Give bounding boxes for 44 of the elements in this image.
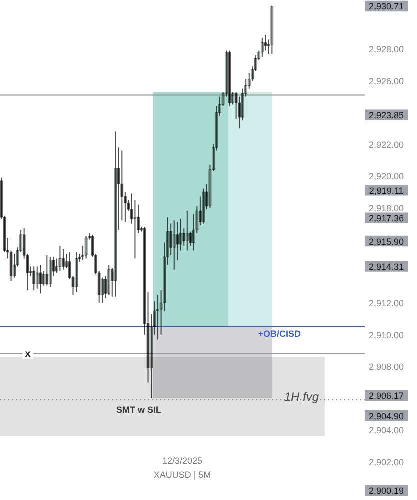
band-label: 1H fvg [284,390,320,404]
candlestick [84,236,88,260]
candlestick [39,264,42,294]
y-tick-label: 2,912.00 [368,298,404,309]
candlestick [261,38,264,58]
y2-tick-label: 2,930.71 [368,2,404,12]
y2-tick-label: 2,923.85 [368,110,404,121]
candlestick [62,248,65,270]
y-tick-label: 2,902.00 [368,457,404,468]
y2-tick-label: 2,914.31 [368,262,404,272]
y-tick-label: 2,904.00 [368,426,404,436]
y-tick-label: 2,928.00 [368,44,404,55]
candlestick [58,246,62,272]
candlestick [32,266,36,291]
candlestick [186,210,189,252]
y2-tick-label: 2,900.19 [368,486,404,496]
y-tick-label: 2,908.00 [368,362,404,372]
y2-tick-label: 2,904.90 [368,411,404,422]
y2-tick-label: 2,915.90 [368,236,404,247]
candlestick [156,294,160,340]
candlestick [264,34,268,52]
candlestick [49,256,52,288]
candlestick [176,222,180,261]
candlestick [36,266,39,290]
y-tick-label: 2,918.00 [368,203,404,214]
y2-tick-label: 2,917.36 [368,214,404,224]
candlestick [182,228,186,247]
y2-tick-label: 2,919.11 [369,186,404,196]
ref-line-label: SMT w SIL [116,405,162,415]
candlestick [46,255,49,286]
ref-line-label: +OB/CISD [258,328,302,339]
candlestick [134,200,137,260]
candlestick [238,96,241,130]
y-tick-label: 2,922.00 [368,140,404,150]
annotation: XAUUSD | 5M [154,470,212,480]
candlestick [172,220,176,270]
annotation: 12/3/2025 [162,456,203,466]
candlestick [42,270,46,286]
candlestick [108,264,111,296]
y2-tick-label: 2,906.17 [368,391,404,402]
y-tick-label: 2,920.00 [368,172,404,182]
ref-line-label: x [25,348,32,360]
y-tick-label: 2,910.00 [368,330,404,340]
y-tick-label: 2,926.00 [368,76,404,86]
